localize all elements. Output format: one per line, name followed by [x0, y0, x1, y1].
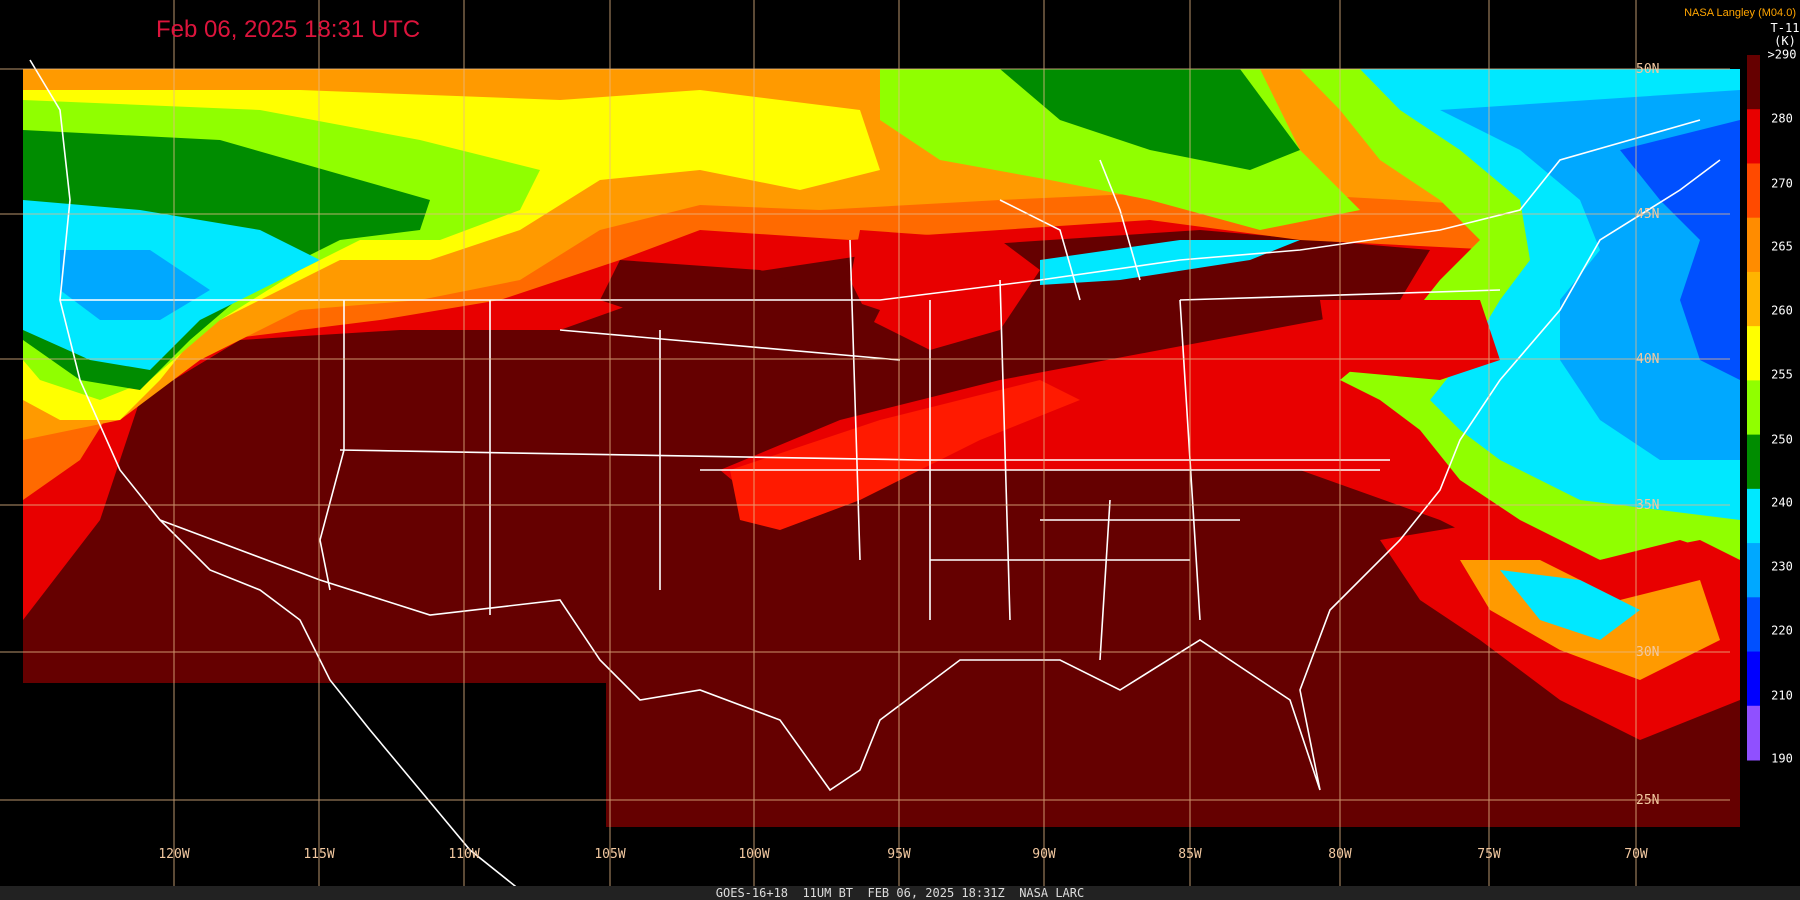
colorbar-swatch: [1747, 109, 1760, 164]
borders: [29, 59, 1721, 891]
colorbar-label: 230: [1771, 560, 1793, 574]
colorbar-label: 260: [1771, 304, 1793, 318]
lat-label: 50N: [1636, 62, 1659, 77]
colorbar: >290 280 270 265 260 255 250 240 230 220 210 190: [1740, 38, 1800, 782]
colorbar-swatch: [1747, 488, 1760, 544]
lon-label: 90W: [1032, 847, 1056, 862]
lon-label: 75W: [1477, 847, 1501, 862]
colorbar-swatch: [1747, 380, 1760, 436]
colorbar-swatch: [1747, 434, 1760, 490]
colorbar-swatch: [1747, 326, 1760, 381]
lon-label: 80W: [1328, 847, 1352, 862]
channel: T-11: [1771, 21, 1800, 35]
lat-label: 40N: [1636, 352, 1659, 367]
colorbar-swatch: [1747, 217, 1760, 273]
lat-lon-grid: [0, 0, 1730, 886]
colorbar-swatch: [1747, 597, 1760, 653]
source: NASA Langley (M04.0): [1684, 7, 1796, 19]
colorbar-label: 255: [1771, 368, 1793, 382]
lat-label: 35N: [1636, 498, 1659, 513]
lon-label: 95W: [887, 847, 911, 862]
lon-label: 100W: [738, 847, 769, 862]
lon-label: 70W: [1624, 847, 1648, 862]
colorbar-label: 240: [1771, 496, 1793, 510]
colorbar-swatch: [1747, 651, 1760, 707]
lon-label: 85W: [1178, 847, 1202, 862]
colorbar-swatch: [1747, 705, 1760, 761]
colorbar-label: 190: [1771, 752, 1793, 766]
footer-bar: [0, 886, 1800, 900]
colorbar-label: 270: [1771, 177, 1793, 191]
colorbar-label: >290: [1768, 48, 1797, 62]
footer: GOES-16+18 11UM BT FEB 06, 2025 18:31Z N…: [716, 886, 1084, 900]
unit: (K): [1774, 34, 1796, 48]
colorbar-swatch: [1747, 543, 1760, 598]
colorbar-label: 220: [1771, 624, 1793, 638]
colorbar-swatch: [1747, 55, 1760, 110]
imagery: [23, 69, 1740, 833]
lat-label: 45N: [1636, 207, 1659, 222]
lat-label: 25N: [1636, 793, 1659, 808]
colorbar-label: 210: [1771, 689, 1793, 703]
lon-label: 120W: [158, 847, 189, 862]
lon-label: 105W: [594, 847, 625, 862]
lon-label: 110W: [448, 847, 479, 862]
colorbar-swatch: [1747, 271, 1760, 327]
lon-label: 115W: [303, 847, 334, 862]
grid-labels: 120W 115W 110W 105W 100W 95W 90W 85W 80W 75W 70W 50…: [158, 62, 1659, 862]
title: Feb 06, 2025 18:31 UTC: [156, 16, 420, 43]
colorbar-label: 280: [1771, 112, 1793, 126]
lat-label: 30N: [1636, 645, 1659, 660]
colorbar-label: 265: [1771, 240, 1793, 254]
colorbar-swatch: [1747, 163, 1760, 219]
colorbar-label: 250: [1771, 433, 1793, 447]
